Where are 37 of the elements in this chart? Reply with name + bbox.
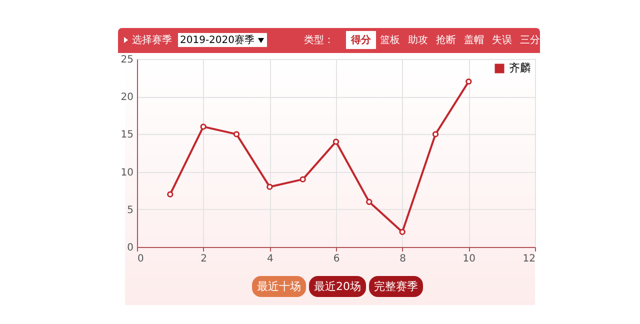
text: 2019-2020赛季 (178, 33, 267, 47)
text: 抢断 (436, 34, 456, 47)
x-tick-label: 10 (462, 254, 476, 264)
x-tick-label: 0 (138, 254, 144, 264)
x-tick-label: 4 (266, 254, 274, 264)
text: 得分 (346, 31, 376, 49)
y-tick-label: 25 (120, 54, 134, 66)
x-tick-label: 6 (333, 254, 340, 264)
text: 助攻 (408, 34, 428, 47)
text: 盖帽 (464, 34, 484, 47)
text: 失误 (492, 34, 512, 47)
point (167, 191, 174, 198)
point (466, 78, 472, 85)
y-tick-label: 5 (127, 204, 134, 216)
y-tick-label: 10 (120, 167, 134, 178)
text: 选择赛季 (132, 34, 172, 47)
point (266, 184, 273, 190)
x-tick-label: 2 (200, 254, 208, 264)
text: 完整赛季 (369, 276, 423, 297)
x-tick-label: 8 (400, 254, 406, 264)
point (432, 131, 439, 138)
y-tick-label: 0 (127, 242, 134, 254)
text: 三分 (520, 34, 540, 47)
text: 类型： (304, 34, 334, 47)
text: 篮板 (380, 34, 400, 47)
y-tick-label: 20 (120, 92, 134, 104)
point (332, 138, 340, 145)
legend-label: 齐麟 (509, 62, 531, 74)
point (233, 131, 240, 138)
x-tick-label: 12 (522, 254, 536, 264)
point (300, 176, 306, 182)
point (366, 198, 372, 205)
y-tick-label: 15 (120, 130, 134, 141)
text: 最近十场 (252, 276, 306, 297)
text: 最近20场 (309, 276, 366, 297)
point (200, 124, 206, 130)
point (399, 228, 406, 236)
